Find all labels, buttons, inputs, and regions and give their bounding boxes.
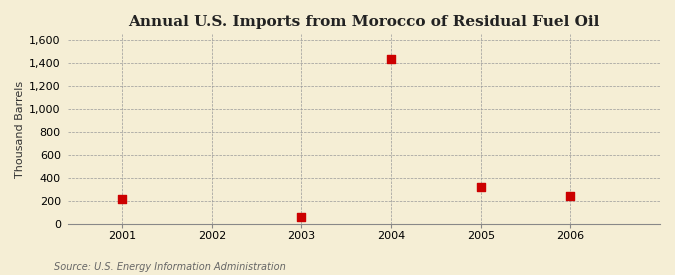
Y-axis label: Thousand Barrels: Thousand Barrels: [15, 81, 25, 178]
Point: [296, 215, 307, 219]
Text: Source: U.S. Energy Information Administration: Source: U.S. Energy Information Administ…: [54, 262, 286, 272]
Point: [475, 185, 486, 189]
Point: [385, 57, 396, 62]
Point: [117, 197, 128, 201]
Title: Annual U.S. Imports from Morocco of Residual Fuel Oil: Annual U.S. Imports from Morocco of Resi…: [128, 15, 600, 29]
Point: [565, 194, 576, 199]
